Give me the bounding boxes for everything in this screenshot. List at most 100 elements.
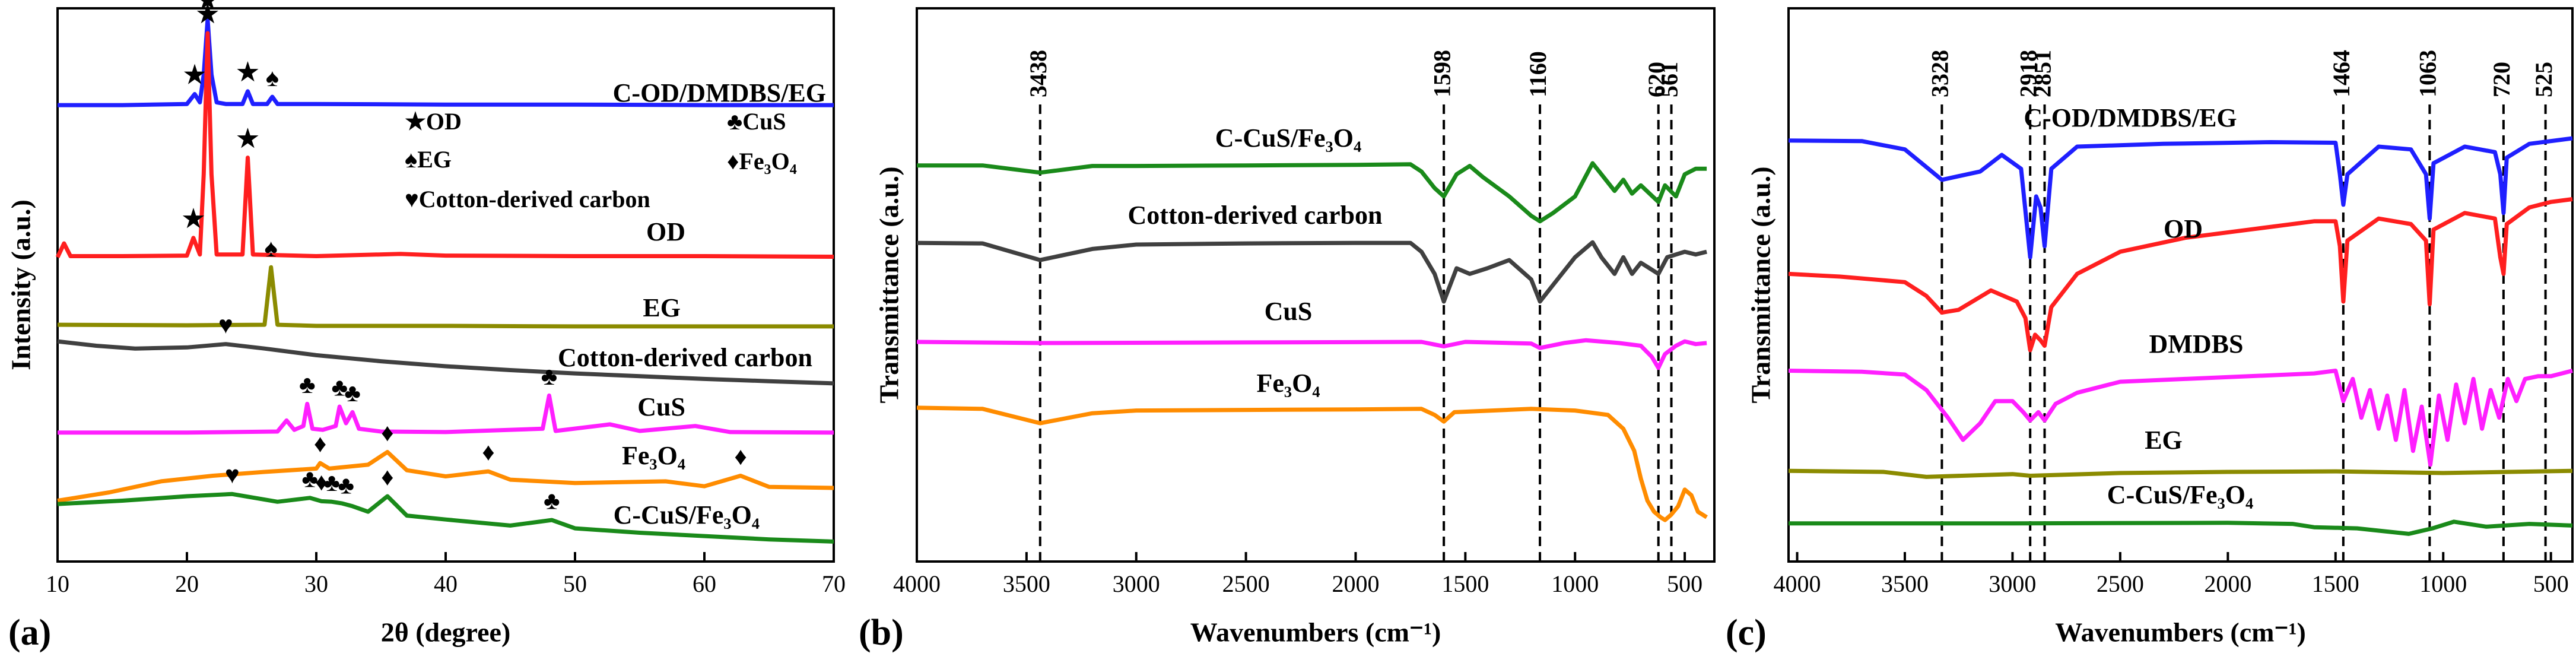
spectrum-line bbox=[917, 161, 1707, 224]
x-tick-label: 500 bbox=[2533, 570, 2569, 597]
reference-label: 3438 bbox=[1025, 50, 1052, 97]
panel-label: (b) bbox=[859, 613, 904, 653]
peak-marker: ★ bbox=[237, 125, 259, 153]
y-axis-title: Transmittance (a.u.) bbox=[1746, 166, 1776, 403]
panel-label: (c) bbox=[1726, 613, 1767, 653]
reference-label: 525 bbox=[2530, 62, 2557, 97]
peak-marker: ♦ bbox=[734, 443, 747, 471]
x-axis-title: Wavenumbers (cm⁻¹) bbox=[2055, 617, 2306, 648]
spectrum-line bbox=[1789, 519, 2573, 536]
spectrum-line bbox=[57, 450, 834, 503]
peak-marker: ♣ bbox=[299, 372, 316, 399]
x-tick-label: 4000 bbox=[893, 570, 941, 597]
spectrum-line bbox=[58, 393, 834, 435]
legend-entry: ♠EG bbox=[405, 146, 452, 173]
peak-marker: ♣ bbox=[544, 488, 560, 515]
spectrum-line bbox=[57, 265, 834, 329]
plot-frame bbox=[1787, 7, 2574, 563]
x-tick-label: 4000 bbox=[1774, 570, 1821, 597]
series-label: Fe₃O₄ bbox=[622, 441, 685, 470]
peak-marker: ♦ bbox=[381, 420, 393, 447]
x-tick-label: 60 bbox=[693, 570, 716, 597]
reference-label: 3328 bbox=[1927, 50, 1954, 97]
x-tick-label: 1000 bbox=[1551, 570, 1599, 597]
series-label: EG bbox=[643, 293, 681, 322]
spectrum-line bbox=[916, 405, 1708, 522]
x-tick-label: 1000 bbox=[2419, 570, 2467, 597]
x-tick-label: 30 bbox=[304, 570, 328, 597]
spectrum-line bbox=[916, 338, 1707, 370]
x-tick-label: 3000 bbox=[1113, 570, 1160, 597]
x-tick-label: 1500 bbox=[2312, 570, 2359, 597]
peak-marker: ♣ bbox=[338, 472, 354, 500]
series-label: Cotton-derived carbon bbox=[558, 343, 812, 372]
spectrum-line bbox=[58, 17, 834, 107]
x-tick-label: 2500 bbox=[2097, 570, 2144, 597]
series-label: C-CuS/Fe₃O₄ bbox=[1215, 123, 1361, 153]
x-tick-label: 2500 bbox=[1222, 570, 1270, 597]
x-tick-label: 3500 bbox=[1881, 570, 1929, 597]
series-label: DMDBS bbox=[2149, 329, 2244, 359]
reference-label: 620 bbox=[1643, 62, 1670, 97]
x-tick-label: 3000 bbox=[1989, 570, 2036, 597]
series-label: CuS bbox=[637, 392, 685, 421]
peak-marker: ♣ bbox=[541, 363, 558, 391]
spectrum-line bbox=[1788, 197, 2573, 353]
peak-marker: ♣ bbox=[301, 465, 318, 493]
x-tick-label: 500 bbox=[1667, 570, 1702, 597]
peak-marker: ♠ bbox=[265, 235, 278, 262]
spectrum-line bbox=[57, 339, 834, 386]
series-label: C-OD/DMDBS/EG bbox=[2024, 103, 2237, 132]
peak-marker: ♦ bbox=[482, 439, 494, 467]
spectrum-line bbox=[1788, 369, 2573, 467]
reference-label: 561 bbox=[1656, 62, 1683, 97]
reference-label: 2918 bbox=[2015, 50, 2041, 97]
peak-marker: ♦ bbox=[381, 464, 393, 491]
series-label: OD bbox=[646, 217, 685, 246]
panel-label: (a) bbox=[8, 613, 51, 653]
peak-marker: ★ bbox=[196, 1, 219, 28]
legend-entry: ♣CuS bbox=[727, 108, 786, 135]
reference-label: 1464 bbox=[2328, 50, 2355, 97]
spectrum-line bbox=[1788, 136, 2573, 259]
series-label: C-OD/DMDBS/EG bbox=[613, 78, 826, 107]
x-tick-label: 2000 bbox=[1332, 570, 1379, 597]
peak-marker: ♥ bbox=[218, 312, 233, 339]
reference-label: 1063 bbox=[2415, 50, 2441, 97]
series-label: C-CuS/Fe₃O₄ bbox=[614, 500, 760, 529]
x-tick-label: 20 bbox=[175, 570, 199, 597]
legend-entry: ♥Cotton-derived carbon bbox=[405, 186, 650, 213]
spectrum-line bbox=[916, 240, 1707, 304]
peak-marker: ★ bbox=[237, 59, 259, 86]
series-label: EG bbox=[2145, 426, 2183, 455]
spectrum-line bbox=[1788, 468, 2573, 479]
series-label: Cotton-derived carbon bbox=[1128, 201, 1383, 230]
spectrum-line bbox=[55, 31, 834, 259]
peak-marker: ♦ bbox=[314, 431, 326, 458]
x-axis-title: Wavenumbers (cm⁻¹) bbox=[1190, 617, 1441, 648]
spectrum-line bbox=[57, 491, 834, 544]
peak-marker: ♠ bbox=[266, 65, 279, 92]
x-tick-label: 1500 bbox=[1441, 570, 1489, 597]
x-tick-label: 3500 bbox=[1003, 570, 1050, 597]
peak-marker: ♣ bbox=[323, 470, 340, 497]
peak-marker: ♥ bbox=[225, 462, 240, 489]
plot-frame bbox=[916, 7, 1716, 563]
series-label: C-CuS/Fe₃O₄ bbox=[2107, 480, 2253, 509]
series-label: OD bbox=[2164, 214, 2203, 243]
peak-marker: ♦ bbox=[315, 469, 328, 496]
x-tick-label: 40 bbox=[434, 570, 458, 597]
x-axis-title: 2θ (degree) bbox=[381, 617, 511, 648]
reference-label: 1160 bbox=[1524, 51, 1551, 97]
peak-marker: ♣ bbox=[331, 375, 348, 402]
x-tick-label: 50 bbox=[563, 570, 587, 597]
reference-label: 1598 bbox=[1428, 50, 1455, 97]
peak-marker: ★ bbox=[182, 205, 205, 233]
reference-label: 2851 bbox=[2029, 50, 2056, 97]
series-label: Fe₃O₄ bbox=[1256, 369, 1320, 398]
peak-marker: ★ bbox=[196, 0, 219, 14]
x-tick-label: 70 bbox=[822, 570, 846, 597]
series-label: CuS bbox=[1265, 297, 1313, 326]
peak-marker: ♣ bbox=[344, 380, 361, 407]
